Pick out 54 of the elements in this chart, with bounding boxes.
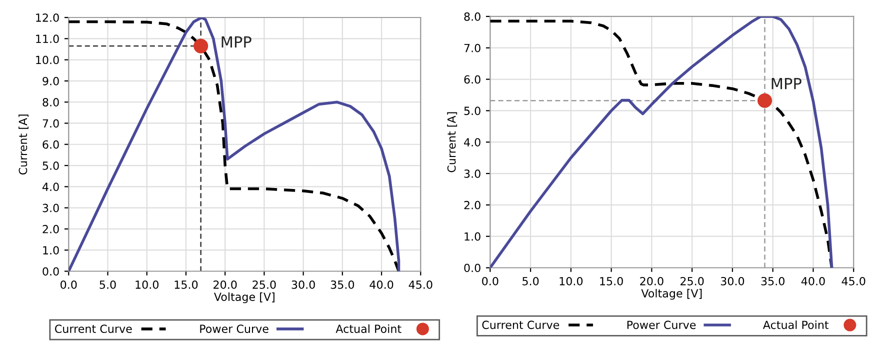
y-tick-label: 2.0 <box>42 224 59 234</box>
y-axis-title: Current [A] <box>447 112 458 172</box>
y-axis-title: Current [A] <box>18 114 28 175</box>
x-tick-label: 30.0 <box>292 280 315 289</box>
y-tick-label: 12.0 <box>36 13 59 22</box>
x-tick-label: 45.0 <box>408 280 432 289</box>
y-tick-label: 1.0 <box>43 246 59 254</box>
y-tick-label: 2.0 <box>464 200 480 210</box>
legend-label: Current Curve <box>482 320 560 330</box>
y-tick-label: 6.0 <box>42 140 59 149</box>
y-tick-label: 8.0 <box>42 98 59 106</box>
x-tick-label: 5.0 <box>522 276 539 286</box>
x-tick-label: 45.0 <box>842 276 866 286</box>
y-tick-label: 0.0 <box>42 267 59 276</box>
y-tick-label: 6.0 <box>464 75 480 84</box>
x-tick-label: 40.0 <box>801 276 825 286</box>
x-tick-label: 10.0 <box>560 276 583 286</box>
x-tick-label: 25.0 <box>252 280 276 289</box>
y-tick-label: 4.0 <box>42 182 59 192</box>
y-tick-label: 4.0 <box>464 138 480 146</box>
y-tick-label: 7.0 <box>42 119 59 128</box>
x-tick-label: 10.0 <box>136 280 158 289</box>
y-tick-label: 5.0 <box>464 106 480 116</box>
legend-label: Power Curve <box>627 320 696 330</box>
legend-label: Current Curve <box>55 324 132 333</box>
x-tick-label: 5.0 <box>100 280 116 289</box>
x-axis-title: Voltage [V] <box>641 288 702 300</box>
y-tick-label: 9.0 <box>42 76 59 86</box>
x-tick-label: 15.0 <box>600 276 623 286</box>
x-tick-label: 30.0 <box>720 276 744 286</box>
y-tick-label: 5.0 <box>42 161 59 170</box>
x-tick-label: 35.0 <box>330 280 354 289</box>
y-tick-label: 0.0 <box>464 264 480 272</box>
x-tick-label: 20.0 <box>640 276 664 286</box>
y-tick-label: 7.0 <box>464 44 480 52</box>
y-tick-label: 10.0 <box>36 56 59 64</box>
y-tick-label: 3.0 <box>464 169 480 178</box>
y-tick-label: 11.0 <box>36 34 59 44</box>
y-tick-label: 1.0 <box>464 232 480 241</box>
legend-label: Actual Point <box>762 320 829 330</box>
x-tick-label: 35.0 <box>761 276 784 286</box>
x-tick-label: 15.0 <box>174 280 198 289</box>
legend-label: Power Curve <box>200 324 268 333</box>
x-tick-label: 25.0 <box>680 276 704 286</box>
legend-label: Actual Point <box>336 324 402 333</box>
x-tick-label: 0.0 <box>60 280 77 289</box>
x-axis-title: Voltage [V] <box>214 292 274 304</box>
y-tick-label: 8.0 <box>464 12 480 21</box>
x-tick-label: 40.0 <box>370 280 394 289</box>
x-tick-label: 20.0 <box>214 280 237 289</box>
y-tick-label: 3.0 <box>42 204 59 212</box>
x-tick-label: 0.0 <box>482 276 498 286</box>
annotation: MPP <box>222 36 252 48</box>
annotation: MPP <box>772 78 802 90</box>
